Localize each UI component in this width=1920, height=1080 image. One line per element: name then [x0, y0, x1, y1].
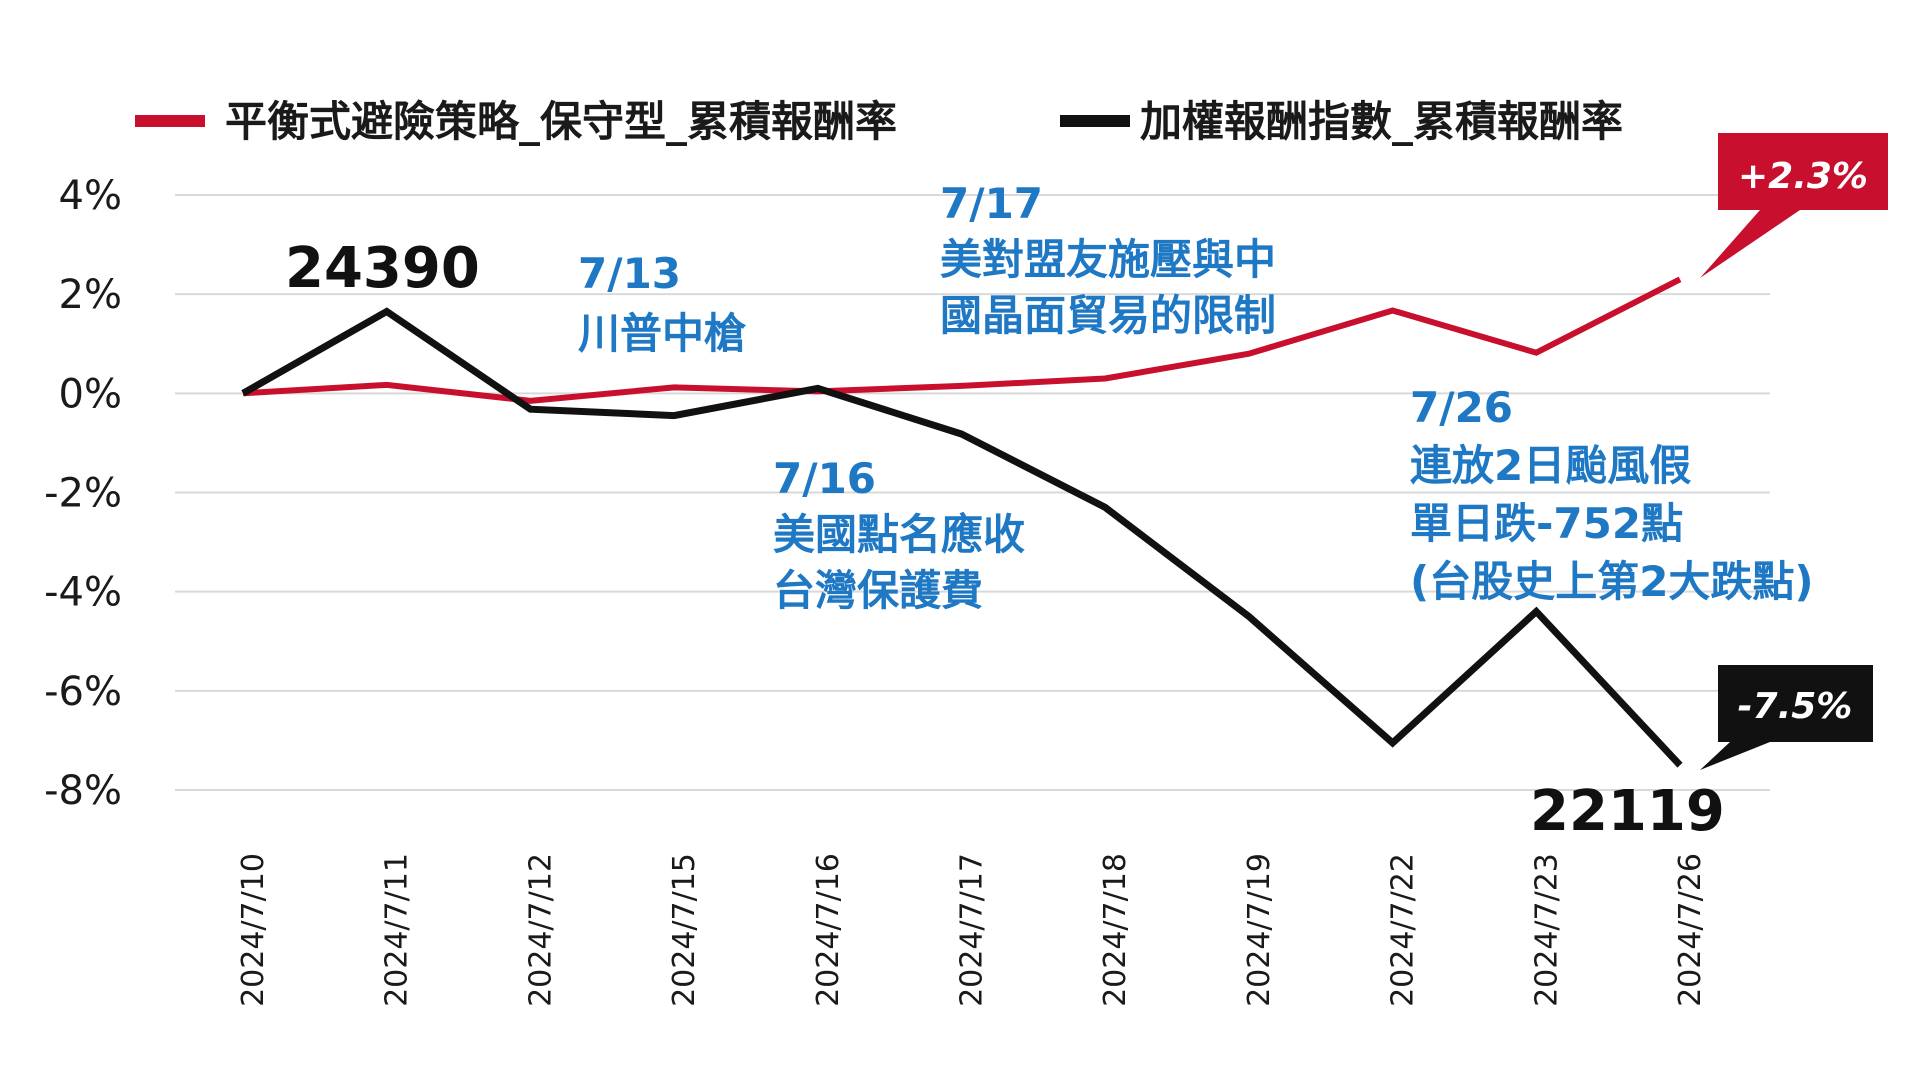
series-line-index — [241, 307, 1683, 768]
index-low-label: 22119 — [1530, 779, 1725, 844]
annotation: 7/13 川普中槍 — [578, 249, 747, 358]
annotation-line: 7/17 — [940, 179, 1043, 228]
x-tick-label: 2024/7/18 — [1098, 853, 1133, 1007]
x-axis-ticks: 2024/7/10 2024/7/11 2024/7/12 2024/7/15 2024… — [236, 853, 1708, 1007]
callout-red-label: +2.3% — [1738, 156, 1868, 197]
y-tick-label: -8% — [44, 768, 122, 814]
x-tick-label: 2024/7/17 — [955, 853, 990, 1007]
series-lines — [241, 276, 1683, 768]
y-tick-label: -4% — [44, 570, 122, 616]
annotation-line: 美國點名應收 — [773, 510, 1025, 559]
x-tick-label: 2024/7/11 — [380, 853, 415, 1007]
callout-red-box — [1718, 133, 1888, 210]
callout-red-pointer — [1700, 210, 1800, 278]
y-tick-label: 4% — [59, 173, 122, 219]
annotation-line: 7/16 — [773, 454, 876, 503]
x-tick-label: 2024/7/15 — [667, 853, 702, 1007]
callout-red: +2.3% — [1700, 133, 1888, 278]
x-tick-label: 2024/7/22 — [1386, 853, 1421, 1007]
x-tick-label: 2024/7/26 — [1673, 853, 1708, 1007]
annotation-line: 7/26 — [1410, 383, 1513, 432]
callout-black-label: -7.5% — [1738, 686, 1853, 727]
y-axis-ticks: 4% 2% 0% -2% -4% -6% -8% — [44, 173, 122, 814]
annotation-line: (台股史上第2大跌點) — [1410, 557, 1814, 606]
callout-black-pointer — [1700, 742, 1770, 770]
callout-black-box — [1718, 665, 1873, 742]
annotation-line: 國晶面貿易的限制 — [940, 291, 1276, 340]
series-line-strategy — [242, 276, 1682, 404]
annotation-line: 7/13 — [578, 249, 681, 298]
annotation-line: 川普中槍 — [578, 309, 747, 358]
legend-label-index: 加權報酬指數_累積報酬率 — [1140, 97, 1623, 146]
x-tick-label: 2024/7/12 — [523, 853, 558, 1007]
annotation-line: 連放2日颱風假 — [1410, 441, 1691, 490]
callout-black: -7.5% — [1700, 665, 1873, 770]
x-tick-label: 2024/7/16 — [811, 853, 846, 1007]
y-tick-label: 2% — [59, 272, 122, 318]
legend: 平衡式避險策略_保守型_累積報酬率 加權報酬指數_累積報酬率 — [135, 97, 1623, 146]
annotation-line: 單日跌-752點 — [1410, 499, 1683, 548]
y-tick-label: 0% — [59, 371, 122, 417]
annotation-line: 台灣保護費 — [773, 566, 983, 615]
legend-label-strategy: 平衡式避險策略_保守型_累積報酬率 — [225, 97, 897, 146]
x-tick-label: 2024/7/10 — [236, 853, 271, 1007]
annotation-line: 美對盟友施壓與中 — [940, 235, 1276, 284]
x-tick-label: 2024/7/23 — [1529, 853, 1564, 1007]
x-tick-label: 2024/7/19 — [1242, 853, 1277, 1007]
y-tick-label: -6% — [44, 669, 122, 715]
index-high-label: 24390 — [285, 236, 480, 301]
y-tick-label: -2% — [44, 471, 122, 517]
